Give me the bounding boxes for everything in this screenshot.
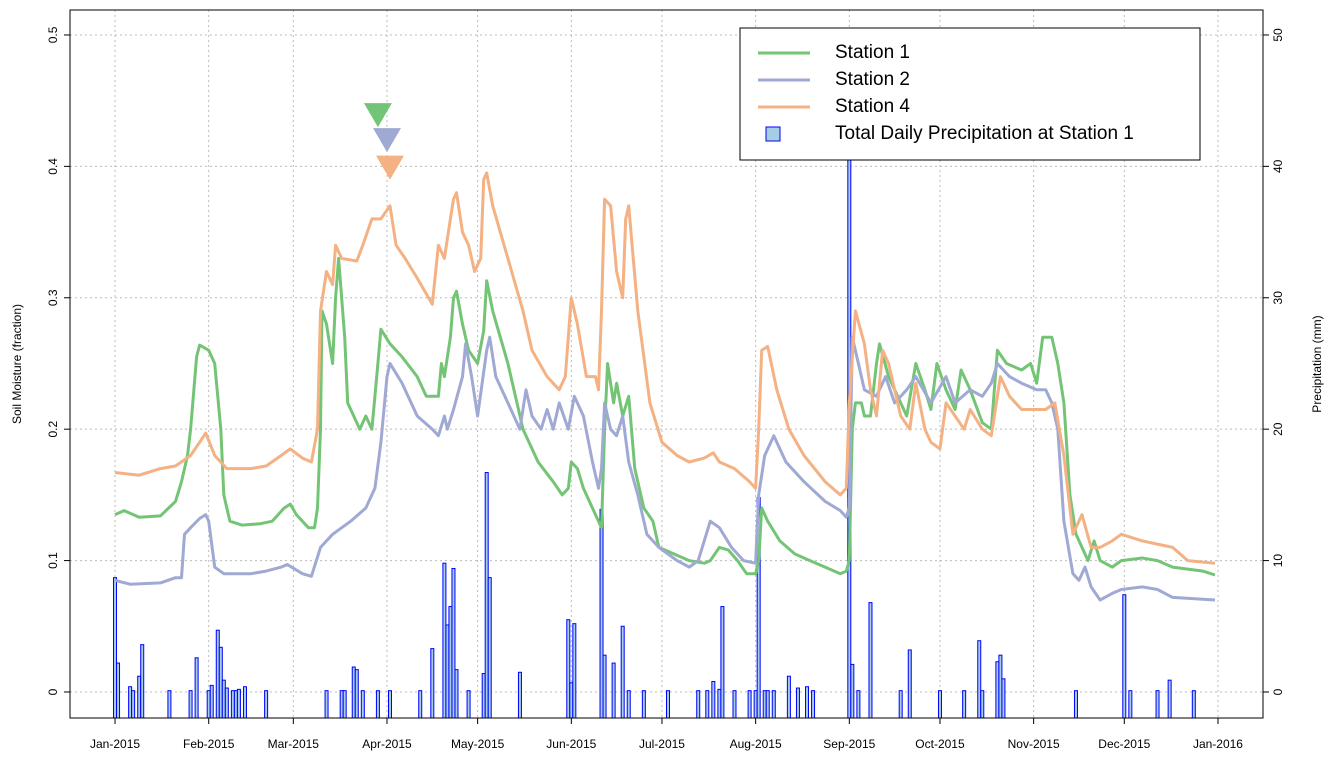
bar	[140, 644, 145, 719]
y-tick-label: 0.1	[46, 552, 60, 569]
bar	[242, 686, 247, 719]
x-tick-label: Dec-2015	[1098, 737, 1150, 751]
x-tick-label: Mar-2015	[268, 737, 320, 751]
legend-box	[739, 27, 1201, 161]
bar	[765, 690, 770, 719]
bar	[980, 690, 985, 719]
bar	[418, 690, 423, 719]
bar	[771, 690, 776, 719]
bar	[626, 690, 631, 719]
y2-tick-label: 40	[1271, 159, 1285, 173]
y-tick-label: 0.2	[46, 421, 60, 438]
bar	[666, 690, 671, 719]
bar	[342, 690, 347, 719]
bar	[868, 602, 873, 719]
x-tick-label: Apr-2015	[362, 737, 412, 751]
bar	[962, 690, 967, 719]
bar	[194, 657, 199, 719]
y2-tick-label: 10	[1271, 554, 1285, 568]
bar	[1167, 679, 1172, 719]
bar	[786, 675, 791, 719]
bar	[360, 690, 365, 719]
bar	[224, 687, 229, 719]
bar	[131, 690, 136, 719]
x-tick-label: Jul-2015	[639, 737, 685, 751]
x-tick-label: Aug-2015	[730, 737, 782, 751]
y-tick-label: 0.3	[46, 289, 60, 306]
line	[114, 256, 1216, 577]
y-axis-label: Soil Moisture (fraction)	[10, 304, 24, 424]
bar	[388, 690, 393, 719]
y2-tick-label: 50	[1271, 28, 1285, 42]
bar	[430, 648, 435, 719]
bar	[720, 606, 725, 719]
x-tick-label: Nov-2015	[1008, 737, 1060, 751]
bar	[696, 690, 701, 719]
x-tick-label: Jan-2016	[1193, 737, 1243, 751]
bar	[620, 625, 625, 719]
bar	[602, 654, 607, 719]
bar	[572, 623, 577, 719]
bar	[898, 690, 903, 719]
bar	[264, 690, 269, 719]
bar	[188, 690, 193, 719]
bar	[732, 690, 737, 719]
y2-axis-label: Precipitation (mm)	[1310, 315, 1324, 412]
bar	[641, 690, 646, 719]
bar	[209, 684, 214, 719]
triangle-marker	[376, 155, 405, 180]
bar	[907, 649, 912, 719]
y-tick-label: 0.5	[46, 26, 60, 43]
y2-tick-label: 0	[1271, 688, 1285, 695]
bar	[611, 662, 616, 719]
bar	[747, 690, 752, 719]
bar	[705, 690, 710, 719]
legend-label: Station 4	[835, 96, 910, 117]
bar	[236, 688, 241, 719]
bar	[167, 690, 172, 719]
bar	[1155, 690, 1160, 719]
bar	[1001, 678, 1006, 719]
bar	[711, 680, 716, 719]
y2-tick-label: 30	[1271, 291, 1285, 305]
line	[114, 171, 1216, 565]
x-tick-label: Jan-2015	[90, 737, 140, 751]
triangle-marker	[363, 103, 392, 128]
bar	[1122, 594, 1127, 719]
triangle-marker	[372, 128, 401, 153]
bar	[517, 671, 522, 719]
y-tick-label: 0	[46, 688, 60, 695]
legend-label: Station 1	[835, 42, 910, 63]
legend-label: Total Daily Precipitation at Station 1	[835, 123, 1134, 144]
line	[114, 335, 1216, 602]
y-tick-label: 0.4	[46, 158, 60, 175]
bar	[324, 690, 329, 719]
bar	[466, 690, 471, 719]
x-tick-label: Sep-2015	[823, 737, 875, 751]
legend-swatch	[765, 126, 781, 142]
y2-tick-label: 20	[1271, 422, 1285, 436]
x-tick-label: Feb-2015	[183, 737, 235, 751]
x-tick-label: Jun-2015	[546, 737, 596, 751]
legend-label: Station 2	[835, 69, 910, 90]
bar	[1191, 690, 1196, 719]
bar	[375, 690, 380, 719]
bar	[1073, 690, 1078, 719]
bar	[811, 690, 816, 719]
x-tick-label: May-2015	[451, 737, 505, 751]
bar	[354, 669, 359, 719]
bar	[454, 669, 459, 719]
x-tick-label: Oct-2015	[915, 737, 965, 751]
plot-frame	[69, 9, 1264, 719]
bar	[1128, 690, 1133, 719]
bar	[487, 577, 492, 719]
bar	[850, 663, 855, 719]
bar	[937, 690, 942, 719]
bar	[116, 662, 121, 719]
bar	[856, 690, 861, 719]
bar	[795, 687, 800, 719]
bar	[805, 686, 810, 719]
